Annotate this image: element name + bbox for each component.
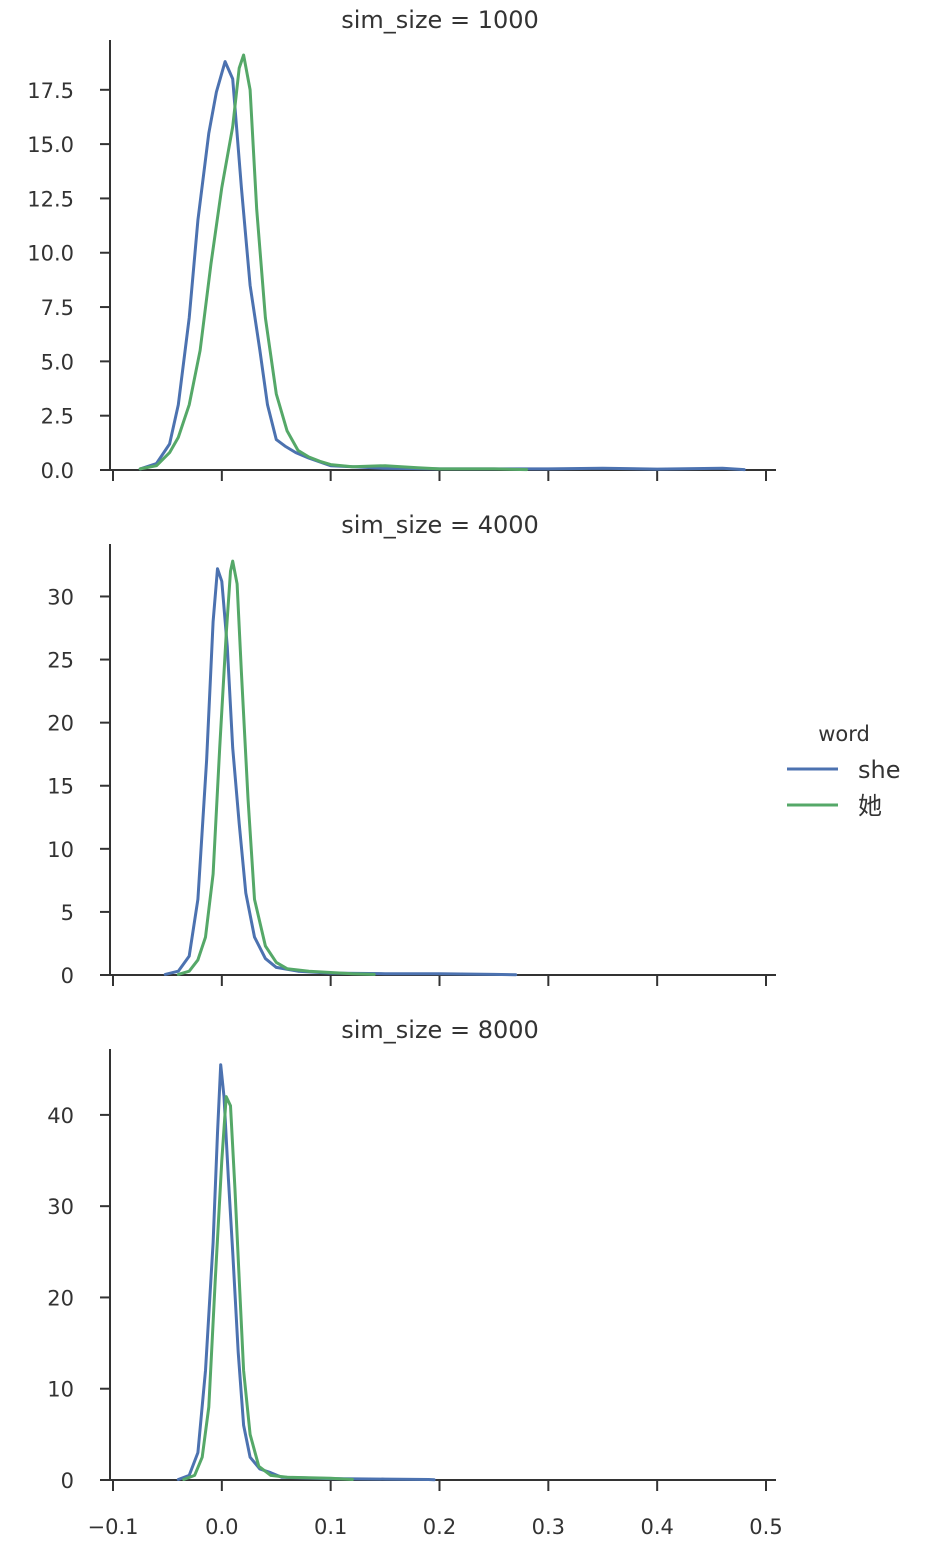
x-tick-label: 0.5 xyxy=(749,1515,782,1539)
y-tick-label: 10 xyxy=(47,1378,74,1402)
x-tick-label: 0.0 xyxy=(205,1515,238,1539)
x-tick-label: −0.1 xyxy=(88,1515,139,1539)
y-tick-label: 17.5 xyxy=(27,79,74,103)
y-tick-label: 0 xyxy=(61,964,74,988)
y-tick-label: 10.0 xyxy=(27,242,74,266)
density-line-ta xyxy=(176,559,376,976)
y-tick-label: 15.0 xyxy=(27,133,74,157)
legend: word she 她 xyxy=(787,722,900,820)
y-tick-label: 2.5 xyxy=(41,405,74,429)
y-tick-label: 7.5 xyxy=(41,296,74,320)
x-tick-label: 0.2 xyxy=(423,1515,456,1539)
y-tick-label: 30 xyxy=(47,1195,74,1219)
y-tick-label: 0 xyxy=(61,1469,74,1493)
density-line-she xyxy=(138,60,746,472)
legend-label-she: she xyxy=(858,756,900,784)
y-tick-label: 12.5 xyxy=(27,187,74,211)
x-tick-label: 0.3 xyxy=(532,1515,565,1539)
y-tick-label: 20 xyxy=(47,1286,74,1310)
facet-panel-sim-size-1000: sim_size = 1000 0.0 2.5 5.0 7.5 10.0 12.5 15.0… xyxy=(27,6,776,483)
y-tick-label: 30 xyxy=(47,585,74,609)
facet-title: sim_size = 1000 xyxy=(341,6,539,34)
y-tick-label: 0.0 xyxy=(41,459,74,483)
facet-title: sim_size = 4000 xyxy=(341,511,539,539)
facet-panel-sim-size-8000: sim_size = 8000 0 10 20 30 40 −0.1 0.0 0.1 0.2 0.… xyxy=(47,1016,782,1539)
legend-label-ta: 她 xyxy=(858,792,882,820)
y-tick-label: 40 xyxy=(47,1104,74,1128)
legend-title: word xyxy=(818,722,870,746)
density-line-ta xyxy=(138,53,529,472)
y-tick-label: 25 xyxy=(47,649,74,673)
density-line-ta xyxy=(182,1095,354,1481)
y-tick-label: 5.0 xyxy=(41,350,74,374)
facet-title: sim_size = 8000 xyxy=(341,1016,539,1044)
y-tick-label: 20 xyxy=(47,712,74,736)
x-tick-label: 0.1 xyxy=(314,1515,347,1539)
x-tick-label: 0.4 xyxy=(640,1515,673,1539)
facet-panel-sim-size-4000: sim_size = 4000 0 5 10 15 20 25 30 xyxy=(47,511,776,988)
y-tick-label: 15 xyxy=(47,775,74,799)
y-tick-label: 10 xyxy=(47,838,74,862)
y-tick-label: 5 xyxy=(61,901,74,925)
